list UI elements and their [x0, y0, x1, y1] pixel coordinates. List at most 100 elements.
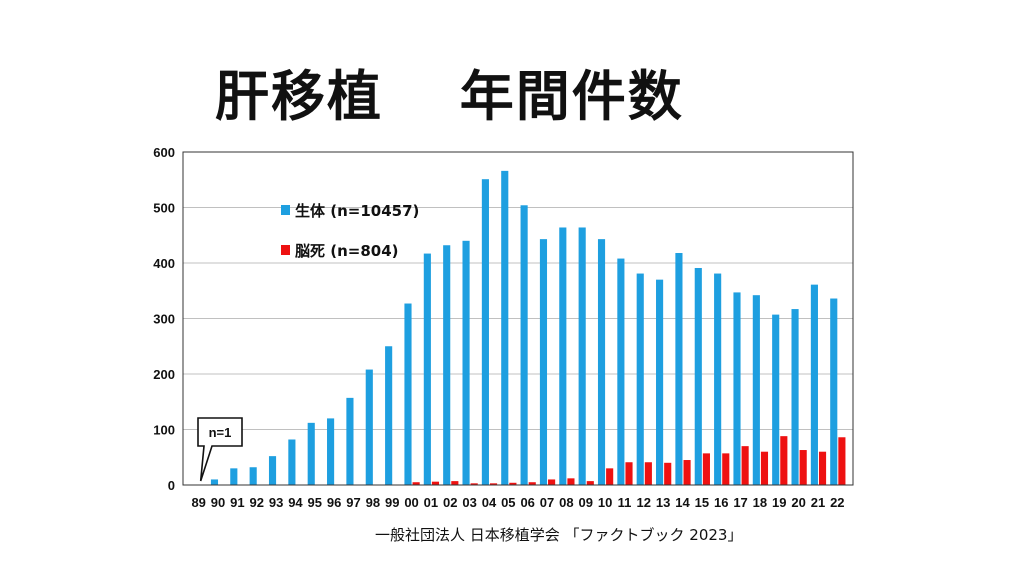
y-tick-label: 100	[153, 423, 175, 438]
x-tick-label: 03	[462, 495, 476, 510]
bar-deceased-donor	[412, 482, 420, 485]
legend-label: 生体 (n=10457)	[295, 202, 419, 220]
legend: 生体 (n=10457) 脳死 (n=804)	[281, 202, 419, 260]
x-tick-label: 19	[772, 495, 786, 510]
bar-living-donor	[288, 439, 296, 485]
x-tick-label: 98	[366, 495, 380, 510]
x-tick-label: 21	[811, 495, 825, 510]
bar-living-donor	[656, 279, 664, 485]
x-tick-label: 09	[579, 495, 593, 510]
bar-living-donor	[346, 397, 354, 485]
bar-deceased-donor	[567, 478, 575, 485]
x-tick-label: 91	[230, 495, 244, 510]
x-tick-label: 10	[598, 495, 612, 510]
bar-deceased-donor	[431, 481, 440, 485]
x-tick-label: 16	[714, 495, 728, 510]
bar-deceased-donor	[722, 453, 730, 485]
bar-living-donor	[539, 239, 548, 485]
bar-living-donor	[752, 295, 760, 485]
plot-frame	[182, 151, 854, 486]
bar-living-donor	[443, 245, 451, 485]
x-tick-label: 04	[482, 495, 497, 510]
x-tick-label: 07	[540, 495, 554, 510]
x-tick-label: 18	[753, 495, 767, 510]
x-tick-label: 94	[288, 495, 303, 510]
x-tick-label: 05	[501, 495, 515, 510]
bar-deceased-donor	[741, 446, 749, 485]
x-axis-ticks: 89 90 91 92 93 94 95 96 97 98 99 00 01 02 03 04 05 06 07 08…	[191, 495, 844, 510]
bar-living-donor	[404, 303, 412, 485]
bar-living-donor	[578, 227, 586, 486]
x-tick-label: 22	[830, 495, 844, 510]
legend-swatch	[281, 205, 290, 215]
bar-living-donor	[327, 418, 335, 485]
legend-swatch	[281, 245, 290, 255]
bar-living-donor	[675, 253, 683, 485]
bar-living-donor	[791, 309, 799, 485]
bar-deceased-donor	[528, 482, 536, 485]
legend-label: 脳死 (n=804)	[295, 242, 399, 260]
bar-living-donor	[365, 369, 373, 485]
y-tick-label: 300	[153, 312, 175, 327]
bar-living-donor	[810, 284, 818, 485]
bar-living-donor	[481, 179, 489, 485]
x-tick-label: 12	[637, 495, 651, 510]
x-tick-label: 01	[424, 495, 438, 510]
bar-deceased-donor	[683, 460, 691, 485]
bar-living-donor	[559, 227, 567, 486]
bar-deceased-donor	[818, 451, 827, 485]
bar-deceased-donor	[799, 450, 807, 485]
x-tick-label: 20	[791, 495, 805, 510]
bar-deceased-donor	[838, 437, 846, 485]
bar-deceased-donor	[760, 451, 769, 485]
bar-living-donor	[210, 479, 219, 485]
bar-living-donor	[597, 239, 606, 485]
x-tick-label: 92	[250, 495, 264, 510]
x-tick-label: 14	[675, 495, 690, 510]
bars	[210, 170, 846, 486]
bar-living-donor	[617, 258, 625, 485]
y-axis-ticks: 0 100 200 300 400 500 600	[153, 145, 175, 493]
x-tick-label: 11	[618, 495, 632, 510]
x-tick-label: 97	[346, 495, 360, 510]
bar-living-donor	[636, 273, 644, 485]
bar-deceased-donor	[780, 436, 788, 485]
bar-living-donor	[733, 292, 741, 485]
bar-living-donor	[385, 346, 393, 485]
bar-deceased-donor	[606, 468, 614, 485]
annotation-callout: n=1	[197, 417, 243, 482]
x-tick-label: 13	[656, 495, 670, 510]
bar-living-donor	[462, 240, 470, 485]
gridlines	[183, 207, 853, 430]
source-note: 一般社団法人 日本移植学会 「ファクトブック 2023」	[375, 526, 743, 544]
x-tick-label: 90	[211, 495, 225, 510]
bar-living-donor	[714, 273, 722, 485]
bar-living-donor	[249, 467, 257, 485]
bar-deceased-donor	[664, 462, 672, 485]
bar-living-donor	[694, 267, 702, 485]
page-title: 肝移植 年間件数	[215, 65, 684, 128]
y-tick-label: 500	[153, 201, 175, 216]
callout-label: n=1	[209, 425, 232, 440]
x-tick-label: 17	[733, 495, 747, 510]
bar-deceased-donor	[548, 479, 556, 485]
bar-living-donor	[423, 253, 431, 485]
x-tick-label: 89	[191, 495, 205, 510]
x-tick-label: 15	[695, 495, 709, 510]
bar-living-donor	[230, 468, 238, 485]
bar-deceased-donor	[489, 483, 498, 485]
x-tick-label: 02	[443, 495, 457, 510]
x-tick-label: 93	[269, 495, 283, 510]
x-tick-label: 96	[327, 495, 341, 510]
bar-deceased-donor	[644, 462, 652, 485]
x-tick-label: 99	[385, 495, 399, 510]
bar-deceased-donor	[470, 483, 478, 485]
bar-living-donor	[501, 170, 509, 485]
bar-deceased-donor	[625, 462, 633, 485]
bar-living-donor	[830, 298, 838, 485]
x-tick-label: 08	[559, 495, 573, 510]
x-tick-label: 06	[520, 495, 534, 510]
bar-living-donor	[520, 205, 528, 485]
y-tick-label: 600	[153, 145, 175, 160]
